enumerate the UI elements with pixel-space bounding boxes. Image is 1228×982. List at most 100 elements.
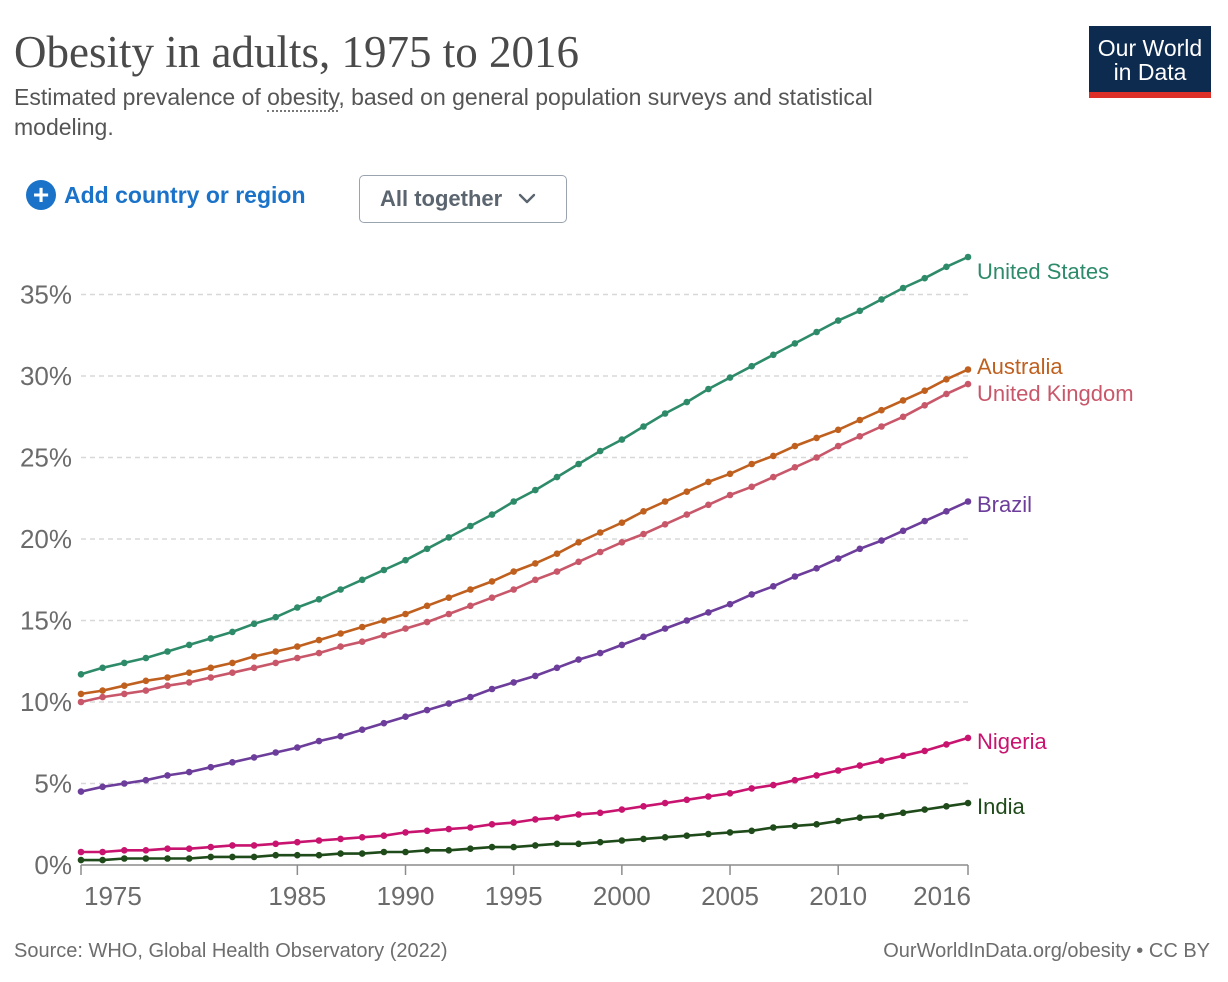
data-point-india — [250, 853, 258, 861]
data-point-india — [229, 853, 236, 861]
data-point-australia — [99, 687, 106, 694]
series-line-united-states — [80, 255, 969, 676]
data-point-united-kingdom — [661, 521, 669, 528]
data-point-united-kingdom — [791, 464, 799, 471]
data-point-united-states — [445, 534, 453, 541]
data-point-united-states — [943, 263, 950, 271]
data-point-united-states — [640, 423, 647, 430]
data-point-india — [402, 848, 409, 856]
data-point-brazil — [640, 633, 647, 641]
y-tick-label: 5% — [34, 769, 72, 799]
data-point-brazil — [142, 776, 150, 784]
data-point-australia — [207, 664, 215, 672]
data-point-united-kingdom — [402, 625, 409, 632]
data-point-united-states — [250, 620, 258, 628]
y-tick-label: 35% — [20, 280, 72, 310]
data-point-india — [596, 838, 604, 846]
data-point-brazil — [705, 609, 712, 616]
data-point-nigeria — [575, 811, 582, 818]
series-line-australia — [80, 368, 969, 696]
data-point-nigeria — [142, 847, 150, 854]
data-point-australia — [77, 690, 85, 698]
owid-logo[interactable]: Our World in Data — [1089, 26, 1211, 98]
data-point-united-states — [294, 604, 301, 611]
data-point-india — [856, 814, 864, 821]
data-point-united-kingdom — [813, 454, 820, 461]
view-mode-dropdown[interactable]: All together — [359, 175, 567, 223]
data-point-nigeria — [315, 837, 323, 844]
data-point-united-states — [834, 317, 842, 324]
data-point-united-kingdom — [596, 548, 604, 556]
data-point-india — [445, 847, 453, 854]
data-point-india — [294, 851, 301, 859]
data-point-brazil — [358, 726, 366, 733]
data-point-australia — [423, 602, 431, 610]
data-point-india — [99, 856, 106, 864]
data-point-united-states — [856, 307, 864, 315]
data-point-australia — [532, 560, 539, 567]
data-point-australia — [380, 617, 388, 624]
data-point-nigeria — [229, 842, 236, 849]
data-point-india — [834, 817, 842, 825]
series-line-nigeria — [81, 736, 969, 854]
series-lines — [77, 253, 972, 864]
data-point-united-states — [921, 274, 928, 282]
data-point-united-states — [964, 253, 972, 261]
data-point-united-kingdom — [207, 674, 215, 681]
data-point-united-kingdom — [250, 664, 258, 672]
data-point-australia — [229, 659, 236, 667]
dropdown-value: All together — [380, 186, 503, 211]
data-point-united-kingdom — [380, 631, 388, 639]
source-url[interactable]: OurWorldInData.org/obesity • CC BY — [883, 940, 1210, 962]
data-point-united-states — [899, 284, 907, 292]
data-point-nigeria — [272, 840, 280, 848]
series-label-united-states[interactable]: United States — [977, 259, 1109, 284]
data-point-australia — [661, 498, 669, 505]
data-point-nigeria — [856, 762, 864, 769]
data-point-united-kingdom — [856, 433, 864, 440]
data-point-nigeria — [99, 848, 106, 856]
series-label-australia[interactable]: Australia — [977, 354, 1063, 379]
data-point-brazil — [596, 649, 604, 657]
data-point-united-kingdom — [337, 643, 344, 650]
line-chart: 0% 5% 10% 15% 20% 25% 30% 35% 1975 1985 1990 1995 20… — [20, 253, 1134, 911]
gridlines — [81, 293, 968, 785]
plus-circle-icon: + — [26, 180, 56, 210]
data-point-united-states — [272, 613, 280, 621]
data-point-united-states — [467, 522, 474, 530]
data-point-united-kingdom — [878, 423, 885, 430]
data-point-united-states — [337, 586, 344, 593]
data-point-australia — [294, 643, 301, 650]
data-point-australia — [726, 470, 734, 478]
y-tick-label: 30% — [20, 361, 72, 391]
data-point-australia — [467, 586, 474, 593]
data-point-nigeria — [445, 825, 453, 833]
series-label-india[interactable]: India — [977, 794, 1025, 819]
series-label-brazil[interactable]: Brazil — [977, 492, 1032, 517]
data-point-india — [510, 843, 517, 851]
data-point-united-states — [423, 545, 431, 553]
data-point-united-states — [185, 641, 193, 649]
data-point-nigeria — [964, 734, 972, 742]
data-point-nigeria — [661, 799, 669, 807]
series-line-india — [81, 801, 969, 862]
series-label-united-kingdom[interactable]: United Kingdom — [977, 381, 1134, 406]
series-label-nigeria[interactable]: Nigeria — [977, 729, 1047, 754]
data-point-india — [77, 856, 85, 864]
data-point-india — [532, 842, 539, 849]
data-point-australia — [921, 387, 928, 394]
data-point-india — [683, 832, 691, 839]
data-point-brazil — [250, 754, 258, 761]
data-point-india — [553, 840, 561, 848]
data-point-australia — [142, 677, 150, 685]
data-point-australia — [856, 416, 864, 424]
data-point-india — [358, 850, 366, 857]
data-point-nigeria — [943, 741, 950, 748]
data-point-india — [726, 829, 734, 836]
data-point-brazil — [207, 763, 215, 771]
data-point-brazil — [878, 537, 885, 544]
data-point-nigeria — [921, 747, 928, 755]
add-country-button[interactable]: + Add country or region — [26, 180, 306, 210]
data-point-india — [164, 855, 171, 862]
obesity-definition-link[interactable]: obesity — [267, 84, 339, 112]
